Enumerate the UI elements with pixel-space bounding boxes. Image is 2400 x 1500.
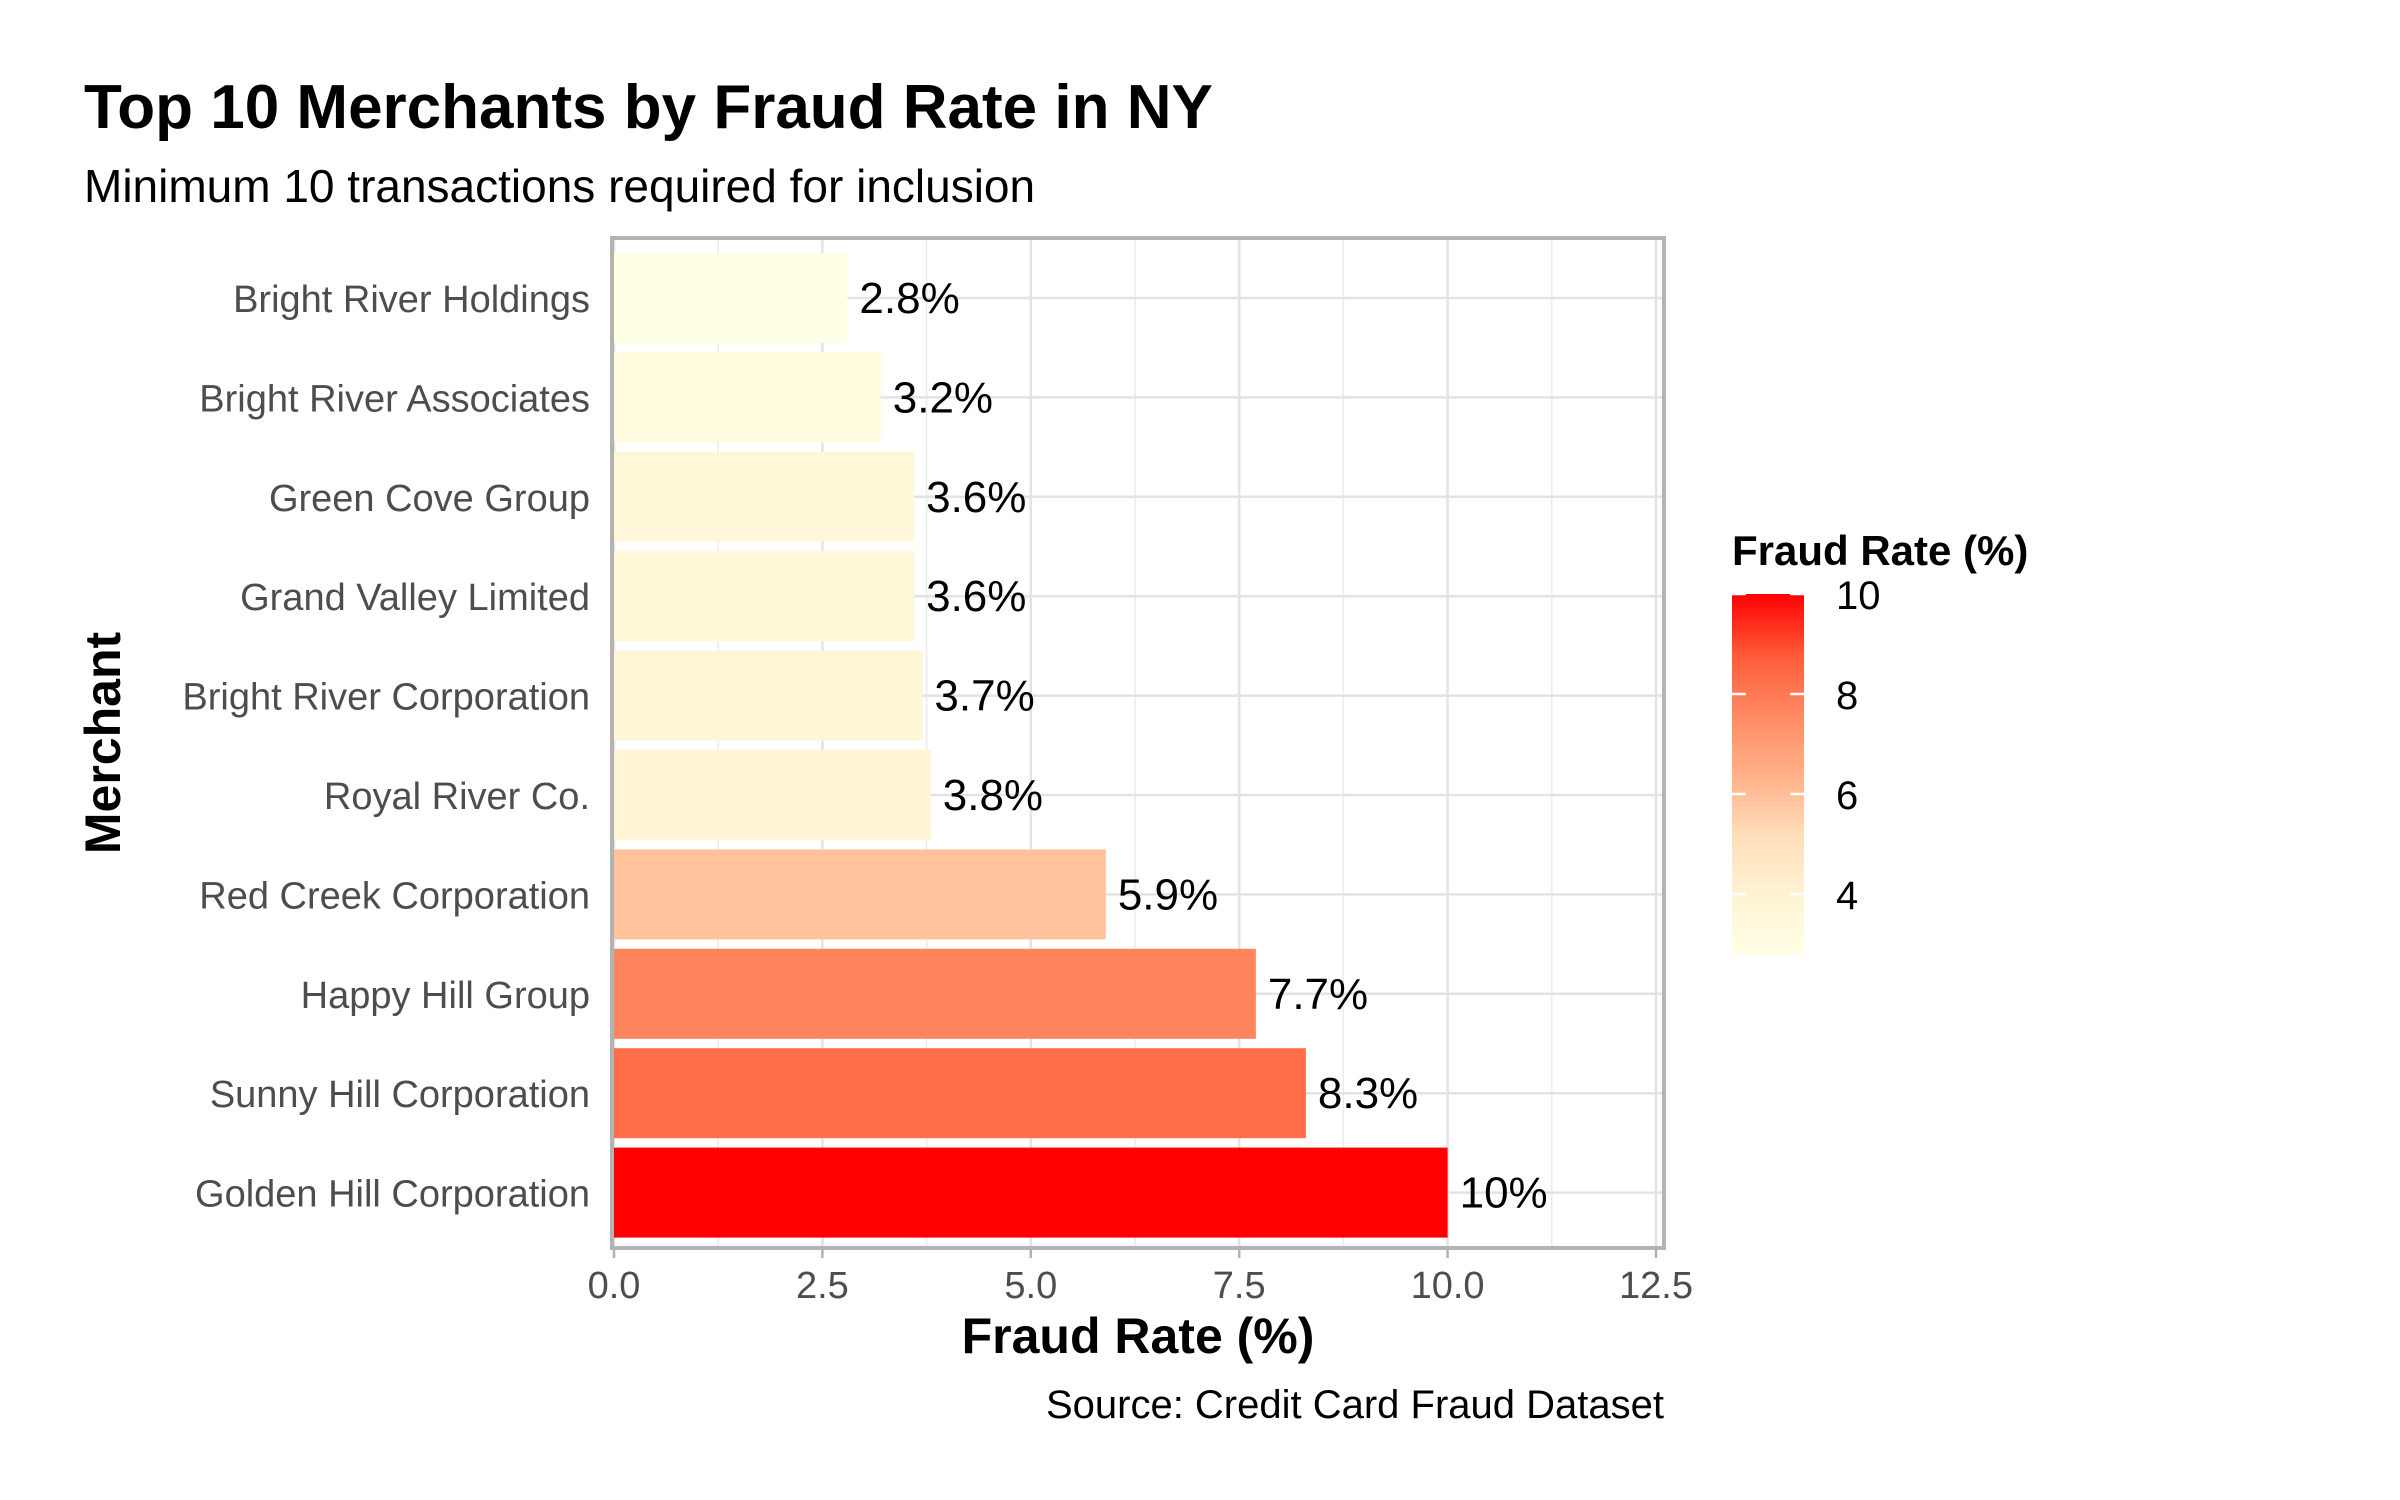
legend-tick-label: 8: [1836, 674, 1858, 718]
bar-value-label: 10%: [1460, 1169, 1548, 1218]
bar-value-label: 3.7%: [934, 672, 1034, 721]
bar: [614, 451, 915, 542]
plot-panel-border: [610, 236, 1666, 1250]
bar: [614, 948, 1256, 1039]
bar: [614, 551, 915, 642]
y-tick-label: Royal River Co.: [324, 776, 590, 818]
legend-title: Fraud Rate (%): [1732, 527, 2028, 574]
y-tick-label: Grand Valley Limited: [240, 577, 590, 619]
bar-value-label: 3.6%: [926, 572, 1026, 621]
x-tick-label: 2.5: [796, 1265, 849, 1307]
y-tick-label: Sunny Hill Corporation: [210, 1074, 590, 1116]
chart-caption: Source: Credit Card Fraud Dataset: [1046, 1383, 1664, 1427]
y-axis-tick-labels: Bright River Holdings Bright River Associ…: [182, 279, 590, 1216]
legend-tick-label: 4: [1836, 874, 1858, 918]
bar-value-label: 2.8%: [859, 274, 959, 323]
x-tick-label: 10.0: [1411, 1265, 1485, 1307]
y-tick-label: Bright River Corporation: [182, 677, 590, 719]
y-axis-title: Merchant: [75, 632, 131, 855]
x-tick-label: 0.0: [588, 1265, 641, 1307]
legend-colorbar: [1732, 594, 1804, 954]
bar-value-label: 3.2%: [893, 373, 993, 422]
legend-ticks: 4 6 8 10: [1732, 574, 1881, 918]
bars: [614, 253, 1448, 1238]
x-tick-label: 5.0: [1004, 1265, 1057, 1307]
data-labels: 2.8% 3.2% 3.6% 3.6% 3.7% 3.8% 5.9% 7.7% 8.3% 10%: [859, 274, 1547, 1218]
legend: Fraud Rate (%) 4 6 8 10: [1732, 527, 2028, 954]
chart-subtitle: Minimum 10 transactions required for inc…: [84, 160, 1035, 212]
y-tick-label: Golden Hill Corporation: [195, 1174, 590, 1216]
x-axis-title: Fraud Rate (%): [962, 1308, 1315, 1364]
bar-value-label: 8.3%: [1318, 1069, 1418, 1118]
x-axis-tick-labels: 0.0 2.5 5.0 7.5 10.0 12.5: [588, 1248, 1693, 1307]
bar: [614, 253, 848, 343]
chart-title: Top 10 Merchants by Fraud Rate in NY: [84, 73, 1213, 142]
bar: [614, 849, 1106, 940]
x-tick-label: 7.5: [1213, 1265, 1266, 1307]
bar: [614, 352, 881, 443]
y-tick-label: Happy Hill Group: [301, 975, 590, 1017]
bar: [614, 1147, 1448, 1238]
bar-value-label: 3.6%: [926, 473, 1026, 522]
bar-value-label: 5.9%: [1118, 870, 1218, 919]
x-tick-label: 12.5: [1619, 1265, 1693, 1307]
y-tick-label: Bright River Associates: [199, 378, 590, 420]
y-tick-label: Red Creek Corporation: [199, 875, 590, 917]
y-tick-label: Green Cove Group: [269, 478, 590, 520]
legend-tick-label: 6: [1836, 774, 1858, 818]
bar: [614, 650, 923, 741]
y-tick-label: Bright River Holdings: [233, 279, 590, 321]
bar: [614, 1048, 1306, 1139]
bar: [614, 750, 931, 840]
bar-value-label: 7.7%: [1268, 970, 1368, 1019]
bar-value-label: 3.8%: [943, 771, 1043, 820]
legend-tick-label: 10: [1836, 574, 1881, 618]
